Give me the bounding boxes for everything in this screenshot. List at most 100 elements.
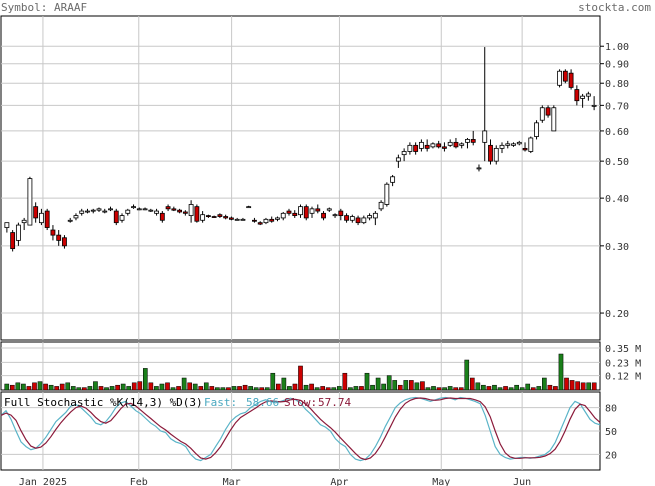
candle (361, 215, 367, 225)
candle-body-up (447, 141, 453, 146)
candle (21, 217, 27, 231)
candle-body-up (27, 178, 33, 226)
candle-body-down (315, 208, 321, 212)
candle (378, 200, 384, 212)
candle-body-down (159, 212, 165, 221)
volume-bar (564, 377, 569, 391)
candle (384, 182, 390, 207)
volume-bar (15, 382, 21, 391)
candle-body-down (424, 144, 430, 149)
symbol-prefix: Symbol: (1, 1, 48, 14)
volume-bar (142, 368, 148, 391)
candle (252, 217, 257, 223)
candle-body-up (401, 151, 407, 156)
volume-bar (469, 377, 475, 391)
volume-bar (403, 380, 409, 391)
volume-bar (314, 387, 320, 391)
candle (102, 208, 108, 214)
candle-body-up (476, 167, 482, 170)
candle-body-down (62, 237, 67, 247)
candle-body-up (188, 204, 194, 217)
volume-bar (287, 386, 292, 391)
volume-bar (154, 386, 159, 391)
volume-bar (442, 387, 447, 391)
stochastic-title: Full Stochastic %K(14,3) %D(3) (4, 396, 203, 409)
candle (200, 211, 206, 223)
candle (269, 216, 275, 223)
volume-bar (336, 386, 342, 391)
candle-body-up (15, 224, 21, 241)
candle (407, 142, 413, 155)
candle-body-up (234, 218, 240, 221)
candle-body-up (309, 208, 315, 214)
volume-bar (542, 377, 547, 391)
candle (562, 69, 568, 84)
candle-body-down (453, 141, 459, 148)
volume-bar (486, 386, 492, 391)
volume-bar (259, 387, 265, 391)
candle-body-up (418, 141, 424, 149)
candle-body-up (390, 176, 396, 183)
volume-bar (181, 377, 187, 391)
candle (551, 105, 557, 132)
candle-body-up (90, 209, 96, 212)
volume-bar (431, 386, 436, 391)
candle (349, 214, 355, 223)
candle-body-down (56, 234, 62, 241)
candle (73, 213, 79, 221)
volume-bar (165, 382, 170, 391)
candle (338, 208, 344, 221)
volume-tick-label: 0.23 M (605, 358, 641, 369)
volume-bar (503, 386, 508, 391)
candle (372, 211, 378, 226)
candle-body-down (33, 206, 39, 219)
candle (424, 139, 430, 152)
candle-body-up (580, 95, 586, 99)
candle-body-up (96, 208, 102, 211)
volume-bar (547, 384, 553, 391)
candle-body-down (257, 222, 263, 225)
candle-body-down (562, 70, 568, 82)
volume-bar (237, 386, 242, 391)
candle-body-up (505, 143, 511, 146)
volume-tick-label: 0.12 M (605, 372, 641, 383)
candle-body-up (332, 214, 338, 217)
candle-body-down (177, 209, 183, 213)
candle (499, 142, 505, 154)
candle-body-down (292, 212, 298, 217)
candle-body-up (240, 218, 246, 221)
slow-label: Slow: (284, 396, 317, 409)
candle-body-up (21, 219, 27, 224)
candle (511, 142, 516, 147)
candle (390, 174, 396, 187)
stochastic-tick-label: 80 (605, 404, 617, 415)
volume-bar (409, 380, 414, 391)
volume-bar (148, 382, 154, 391)
volume-bar (530, 387, 536, 391)
candle-body-up (148, 209, 154, 212)
candle-body-down (165, 206, 171, 210)
candle (286, 208, 292, 216)
price-tick-label: 0.40 (605, 194, 629, 205)
volume-bar (359, 386, 364, 391)
candle-body-down (436, 143, 442, 148)
candle (315, 204, 321, 214)
price-tick-label: 0.90 (605, 60, 629, 71)
volume-bar (342, 372, 348, 391)
candle-body-up (102, 210, 108, 213)
candle-body-up (493, 147, 499, 162)
candle (442, 142, 447, 152)
volume-bar (115, 384, 120, 391)
volume-bar (87, 386, 93, 391)
candle (436, 140, 442, 149)
candle (309, 206, 315, 218)
candle (44, 208, 50, 231)
candle-body-up (280, 212, 286, 219)
candle (568, 69, 574, 90)
volume-bar (270, 372, 276, 391)
candle-body-down (211, 216, 217, 218)
candle (125, 208, 131, 216)
candle-body-down (194, 206, 200, 222)
candle (27, 176, 33, 226)
